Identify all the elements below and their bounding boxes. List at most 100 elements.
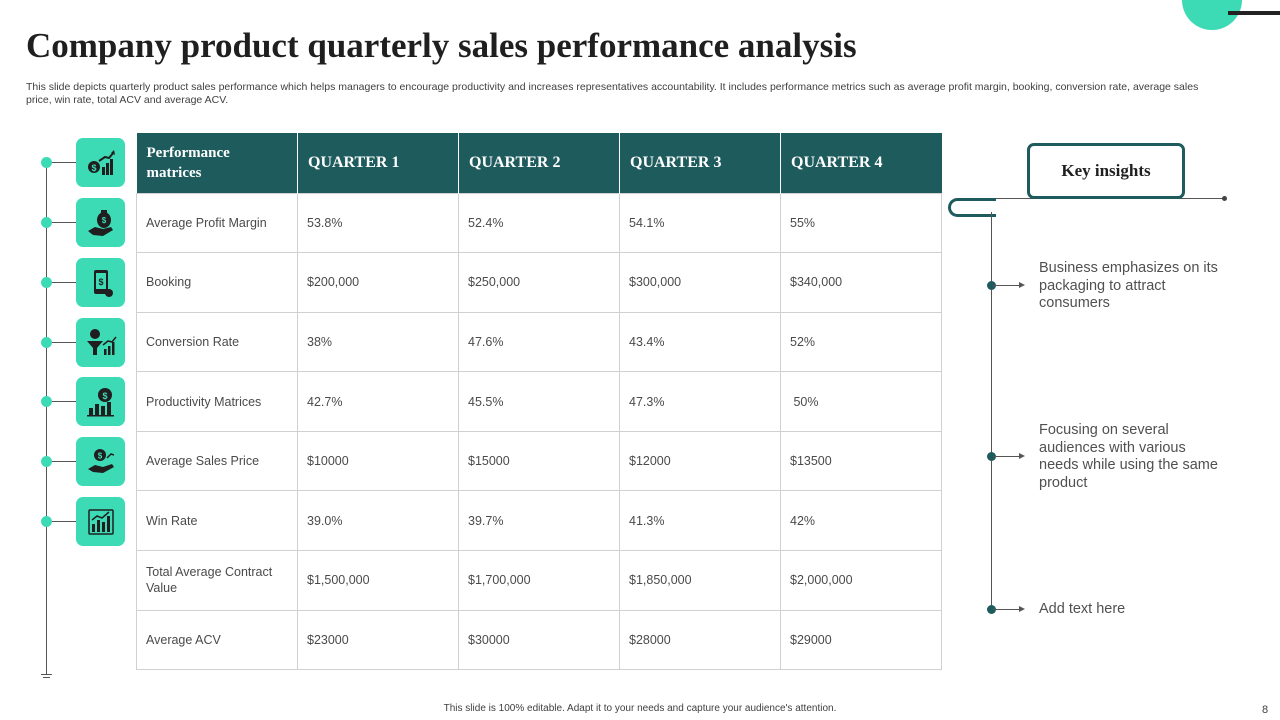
- table-cell: $15000: [458, 430, 620, 492]
- table-cell: $13500: [780, 430, 942, 492]
- svg-text:$: $: [98, 277, 103, 287]
- insight-arrow: [993, 606, 1025, 612]
- timeline-dot: [41, 217, 52, 228]
- row-label: Win Rate: [136, 490, 298, 552]
- key-insights-bracket: [948, 198, 996, 217]
- timeline-dot: [41, 396, 52, 407]
- table-cell: $250,000: [458, 252, 620, 313]
- timeline-dot: [41, 516, 52, 527]
- timeline-connector: [52, 342, 76, 343]
- row-label: Booking: [136, 252, 298, 313]
- table-row: Win Rate 39.0% 39.7% 41.3% 42%: [136, 490, 942, 552]
- timeline-connector: [52, 401, 76, 402]
- timeline-end-cap: [41, 674, 52, 675]
- table-cell: 47.6%: [458, 311, 620, 373]
- table-row: Average Sales Price $10000 $15000 $12000…: [136, 430, 942, 492]
- table-cell: 39.0%: [297, 490, 459, 552]
- column-header-quarter-4: QUARTER 4: [780, 133, 942, 193]
- key-insights-line-end-dot: [1222, 196, 1227, 201]
- timeline-connector: [52, 222, 76, 223]
- insight-text-3: Add text here: [1039, 601, 1126, 617]
- table-cell: $1,500,000: [297, 550, 459, 611]
- timeline-dot: [41, 157, 52, 168]
- corner-decoration-bar: [1228, 11, 1280, 15]
- conversion-funnel-icon: [76, 318, 125, 367]
- key-insights-title-box: Key insights: [1027, 143, 1185, 199]
- timeline-connector: [52, 282, 76, 283]
- table-row: Conversion Rate 38% 47.6% 43.4% 52%: [136, 311, 942, 373]
- table-cell: $1,700,000: [458, 550, 620, 611]
- slide-subtitle: This slide depicts quarterly product sal…: [26, 81, 1199, 106]
- table-cell: 39.7%: [458, 490, 620, 552]
- timeline-dot: [41, 456, 52, 467]
- row-label: Conversion Rate: [136, 311, 298, 373]
- table-cell: 52.4%: [458, 192, 620, 254]
- money-growth-icon: $: [76, 138, 125, 187]
- row-label: Average Profit Margin: [136, 192, 298, 254]
- column-header-metrics: Performance matrices: [136, 133, 298, 193]
- table-cell: $1,850,000: [619, 550, 781, 611]
- insight-dot: [987, 452, 996, 461]
- productivity-chart-icon: $: [76, 377, 125, 426]
- key-insights-title: Key insights: [1061, 161, 1151, 180]
- table-cell: $300,000: [619, 252, 781, 313]
- insight-dot: [987, 605, 996, 614]
- insight-dot: [987, 281, 996, 290]
- table-cell: 52%: [780, 311, 942, 373]
- table-cell: 41.3%: [619, 490, 781, 552]
- table-row: Productivity Matrices 42.7% 45.5% 47.3% …: [136, 371, 942, 432]
- svg-text:$: $: [102, 391, 107, 401]
- table-row: Total Average Contract Value $1,500,000 …: [136, 550, 942, 611]
- performance-table: Performance matrices QUARTER 1 QUARTER 2…: [136, 133, 942, 671]
- table-cell: 42%: [780, 490, 942, 552]
- win-rate-chart-icon: [76, 497, 125, 546]
- timeline-connector: [52, 162, 76, 163]
- table-cell: 50%: [780, 371, 942, 432]
- sales-price-hand-icon: $: [76, 437, 125, 486]
- table-cell: $23000: [297, 609, 459, 671]
- timeline-dot: [41, 337, 52, 348]
- svg-text:$: $: [101, 216, 106, 225]
- money-bag-hand-icon: $: [76, 198, 125, 247]
- corner-decoration-circle: [1182, 0, 1242, 30]
- table-row: Average ACV $23000 $30000 $28000 $29000: [136, 609, 942, 671]
- table-cell: $29000: [780, 609, 942, 671]
- table-cell: $28000: [619, 609, 781, 671]
- table-cell: $2,000,000: [780, 550, 942, 611]
- timeline-dot: [41, 277, 52, 288]
- timeline-line: [46, 162, 47, 674]
- insight-arrow: [993, 453, 1025, 459]
- table-header-row: Performance matrices QUARTER 1 QUARTER 2…: [136, 133, 942, 193]
- table-row: Average Profit Margin 53.8% 52.4% 54.1% …: [136, 192, 942, 254]
- timeline-end-cap-small: [43, 677, 50, 678]
- table-cell: 55%: [780, 192, 942, 254]
- column-header-quarter-2: QUARTER 2: [458, 133, 620, 193]
- table-cell: 42.7%: [297, 371, 459, 432]
- table-row: Booking $200,000 $250,000 $300,000 $340,…: [136, 252, 942, 313]
- key-insights-vertical-line: [991, 212, 992, 610]
- table-cell: 47.3%: [619, 371, 781, 432]
- insight-text-2: Focusing on several audiences with vario…: [1039, 422, 1218, 491]
- row-label: Average ACV: [136, 609, 298, 671]
- svg-text:$: $: [91, 163, 96, 173]
- column-header-quarter-1: QUARTER 1: [297, 133, 459, 193]
- insight-text-1: Business emphasizes on its packaging to …: [1039, 260, 1218, 311]
- table-cell: 38%: [297, 311, 459, 373]
- mobile-payment-icon: $: [76, 258, 125, 307]
- row-label: Total Average Contract Value: [136, 550, 298, 611]
- page-number: 8: [1262, 704, 1269, 716]
- timeline-connector: [52, 521, 76, 522]
- row-label: Productivity Matrices: [136, 371, 298, 432]
- table-cell: $340,000: [780, 252, 942, 313]
- timeline-connector: [52, 461, 76, 462]
- table-cell: 53.8%: [297, 192, 459, 254]
- svg-text:$: $: [97, 451, 102, 460]
- table-cell: 54.1%: [619, 192, 781, 254]
- insight-arrow: [993, 282, 1025, 288]
- column-header-quarter-3: QUARTER 3: [619, 133, 781, 193]
- slide-footer: This slide is 100% editable. Adapt it to…: [443, 703, 837, 714]
- table-cell: $12000: [619, 430, 781, 492]
- table-cell: $30000: [458, 609, 620, 671]
- table-cell: $200,000: [297, 252, 459, 313]
- row-label: Average Sales Price: [136, 430, 298, 492]
